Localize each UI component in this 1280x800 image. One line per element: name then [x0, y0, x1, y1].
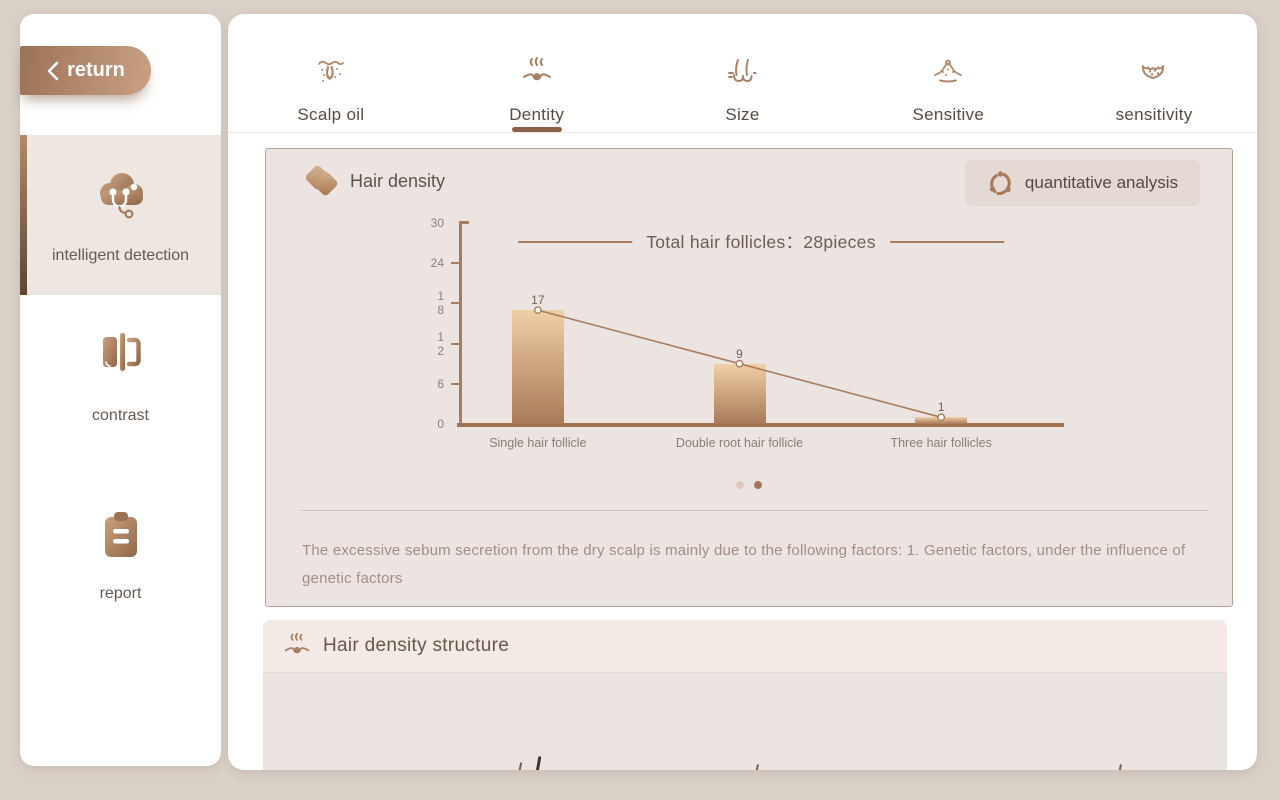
chart-x-axis	[457, 423, 1064, 427]
hair-strand	[533, 755, 542, 770]
x-category-label: Double root hair follicle	[675, 436, 804, 450]
sidebar-item-contrast[interactable]: contrast	[20, 304, 221, 434]
bar-value-label: 1	[937, 400, 945, 415]
tab-sensitivity[interactable]: sensitivity	[1051, 14, 1257, 132]
tab-label: Dentity	[509, 105, 565, 124]
report-icon	[98, 510, 144, 565]
y-tick-mark	[451, 382, 460, 385]
chart-bar	[511, 310, 564, 424]
analysis-description: The excessive sebum secretion from the d…	[302, 542, 1186, 587]
size-icon	[726, 56, 758, 93]
tab-dentity[interactable]: Dentity	[434, 14, 640, 132]
sidebar: return intelligent detection	[20, 14, 221, 766]
tab-label: Size	[725, 105, 760, 124]
hair-strand	[1115, 764, 1122, 770]
structure-panel-header: Hair density structure	[263, 620, 1227, 673]
y-tick-mark	[451, 262, 460, 265]
y-tick-label: 6	[437, 376, 444, 391]
scalp-oil-icon	[315, 56, 347, 93]
panel-title: Hair density	[350, 171, 446, 191]
scalp-image-preview	[263, 673, 1227, 770]
quantitative-analysis-button[interactable]: quantitative analysis	[964, 160, 1200, 206]
tab-label: Sensitive	[912, 105, 985, 124]
bar-value-label: 9	[736, 346, 743, 361]
return-label: return	[67, 59, 125, 81]
carousel-pagination	[736, 481, 762, 489]
y-tick-label: 24	[430, 256, 444, 271]
y-tick-label: 1 8	[437, 289, 444, 318]
chevron-left-icon	[46, 60, 60, 82]
pagination-dot[interactable]	[736, 481, 744, 489]
active-accent-bar	[20, 135, 27, 295]
chart-bar	[915, 417, 968, 424]
sensitive-icon	[932, 56, 964, 93]
sidebar-item-label: report	[99, 585, 142, 602]
density-icon	[521, 56, 553, 93]
y-tick-label: 30	[430, 216, 444, 230]
contrast-icon	[95, 328, 147, 381]
bar-value-label: 17	[531, 293, 545, 308]
tab-label: Scalp oil	[297, 105, 365, 124]
title-rule-right	[889, 240, 1004, 243]
hair-strand	[515, 762, 522, 770]
sidebar-item-label: intelligent detection	[52, 247, 189, 264]
chart-title-row: Total hair follicles：28pieces	[518, 229, 1004, 254]
y-tick-label: 0	[437, 417, 444, 431]
pagination-dot[interactable]	[754, 481, 762, 489]
x-category-label: Single hair follicle	[489, 436, 587, 450]
tab-size[interactable]: Size	[640, 14, 846, 132]
tab-label: sensitivity	[1115, 105, 1193, 124]
tab-scalp-oil[interactable]: Scalp oil	[228, 14, 434, 132]
title-rule-left	[518, 240, 633, 243]
sidebar-item-report[interactable]: report	[20, 482, 221, 612]
x-category-label: Three hair follicles	[890, 436, 992, 450]
hair-density-structure-panel: Hair density structure	[263, 620, 1227, 770]
diamond-icon	[302, 164, 342, 202]
y-tick-label: 1 2	[437, 329, 444, 358]
quantitative-analysis-label: quantitative analysis	[1024, 173, 1178, 192]
sidebar-item-intelligent-detection[interactable]: intelligent detection	[20, 135, 221, 295]
brain-stethoscope-icon	[92, 166, 150, 229]
chart-y-axis	[459, 221, 469, 425]
y-tick-mark	[451, 342, 460, 345]
tab-bar: Scalp oil Dentity	[228, 14, 1257, 133]
main-panel: Scalp oil Dentity	[228, 14, 1257, 770]
active-tab-underline	[511, 127, 562, 132]
hair-strand	[752, 764, 759, 770]
chart-title: Total hair follicles：28pieces	[646, 232, 876, 252]
density-icon	[283, 632, 311, 660]
cycle-icon	[987, 170, 1014, 197]
structure-panel-title: Hair density structure	[323, 635, 510, 656]
hair-density-panel: Hair density quantitative analysis	[265, 148, 1233, 607]
return-button[interactable]: return	[20, 46, 151, 95]
chart-bar	[713, 363, 766, 424]
sensitivity-icon	[1138, 56, 1170, 93]
tab-sensitive[interactable]: Sensitive	[845, 14, 1051, 132]
divider	[301, 510, 1209, 511]
y-tick-mark	[451, 302, 460, 305]
sidebar-item-label: contrast	[92, 407, 149, 424]
